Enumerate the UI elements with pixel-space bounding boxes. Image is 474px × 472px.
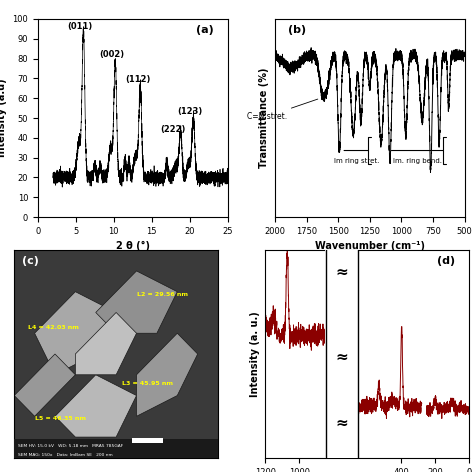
Bar [14, 439, 218, 458]
Polygon shape [75, 312, 137, 375]
Text: L5 = 46.35 nm: L5 = 46.35 nm [35, 416, 86, 421]
Y-axis label: Intensity (a.u): Intensity (a.u) [0, 79, 7, 157]
Text: L2 = 29.56 nm: L2 = 29.56 nm [137, 292, 188, 297]
Text: ≈: ≈ [336, 265, 348, 279]
X-axis label: Wavenumber (cm⁻¹): Wavenumber (cm⁻¹) [315, 241, 425, 252]
Y-axis label: Transmittance (%): Transmittance (%) [259, 68, 269, 168]
Text: L4 = 42.03 nm: L4 = 42.03 nm [28, 325, 79, 330]
Text: (d): (d) [437, 256, 455, 266]
Text: (b): (b) [288, 25, 306, 35]
Bar [132, 438, 163, 443]
Text: (222): (222) [160, 125, 186, 134]
Text: SEM MAG: 150x   Data: ImBarn SE   200 nm: SEM MAG: 150x Data: ImBarn SE 200 nm [18, 453, 113, 457]
Text: (002): (002) [100, 50, 125, 59]
Text: (123): (123) [177, 107, 202, 116]
Text: SEM HV: 15.0 kV   WD: 5.18 mm   MRA5 785GAF: SEM HV: 15.0 kV WD: 5.18 mm MRA5 785GAF [18, 445, 124, 448]
Polygon shape [14, 354, 75, 416]
Polygon shape [137, 333, 198, 416]
Text: C=N stret.: C=N stret. [247, 99, 318, 121]
Text: (112): (112) [125, 76, 151, 84]
Text: (c): (c) [22, 256, 39, 266]
Bar [325, 250, 359, 458]
Text: L3 = 45.95 nm: L3 = 45.95 nm [122, 381, 173, 386]
Text: (011): (011) [67, 22, 92, 31]
Polygon shape [35, 292, 116, 375]
Text: ≈: ≈ [336, 416, 348, 431]
X-axis label: 2 θ (°): 2 θ (°) [116, 241, 150, 252]
Text: Im ring stret.: Im ring stret. [334, 158, 379, 164]
Text: (a): (a) [197, 25, 214, 35]
Y-axis label: Intensity (a. u.): Intensity (a. u.) [250, 311, 260, 397]
Text: ≈: ≈ [336, 350, 348, 365]
Polygon shape [96, 271, 177, 333]
Text: Im. ring bend.: Im. ring bend. [393, 158, 442, 164]
Polygon shape [55, 375, 137, 437]
